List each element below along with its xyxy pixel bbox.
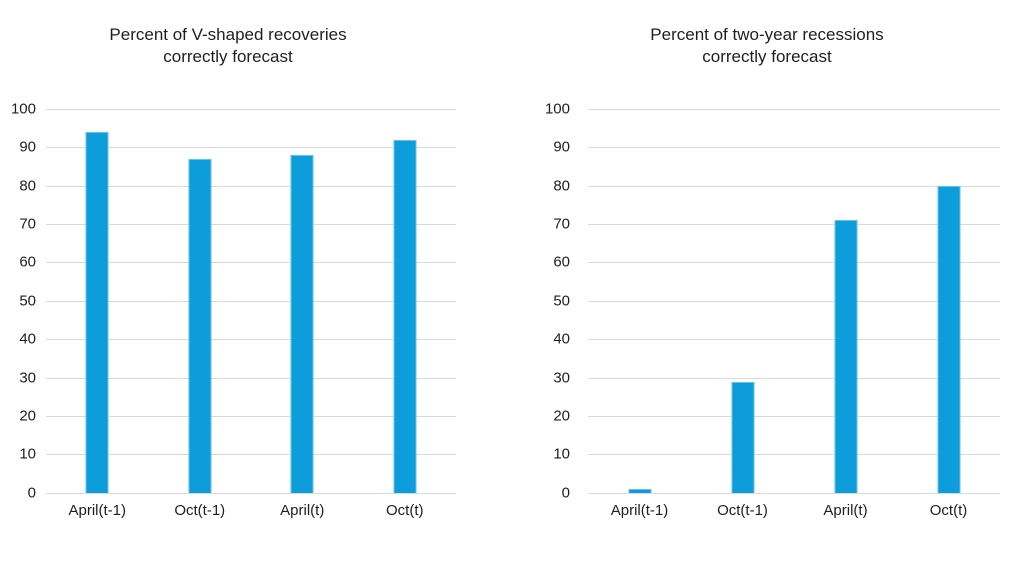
y-tick-label: 80	[553, 177, 570, 195]
y-tick-label: 10	[19, 445, 36, 463]
chart-title-left-line2: correctly forecast	[163, 47, 293, 67]
gridline	[46, 224, 456, 226]
gridline	[46, 377, 456, 379]
y-tick-label: 90	[19, 138, 36, 156]
y-tick-label: 20	[19, 407, 36, 425]
chart-title-left: Percent of V-shaped recoveries correctly …	[0, 24, 456, 69]
bar-Oct(t-1)	[731, 381, 754, 493]
x-tick-label: Oct(t-1)	[717, 501, 768, 519]
plot-area-left	[46, 108, 456, 494]
bar-April(t)	[834, 220, 857, 493]
chart-title-right-line1: Percent of two-year recessions	[650, 25, 884, 44]
gridline	[46, 300, 456, 302]
y-tick-label: 20	[553, 407, 570, 425]
bar-Oct(t-1)	[188, 158, 212, 493]
y-tick-label: 30	[19, 369, 36, 387]
y-tick-label: 60	[553, 253, 570, 271]
x-axis-left: April(t-1) Oct(t-1) April(t) Oct(t)	[46, 502, 456, 519]
y-tick-label: 80	[19, 177, 36, 195]
gridline	[588, 108, 1000, 110]
y-tick-label: 70	[553, 215, 570, 233]
x-tick-label: April(t-1)	[610, 501, 669, 519]
bar-April(t-1)	[628, 489, 651, 493]
chart-panel-left: Percent of V-shaped recoveries correctly …	[0, 24, 456, 519]
gridline	[588, 492, 1000, 494]
bar-Oct(t)	[937, 185, 960, 493]
y-tick-label: 70	[19, 215, 36, 233]
y-tick-label: 0	[27, 484, 36, 502]
y-tick-label: 30	[553, 369, 570, 387]
gridline	[588, 454, 1000, 456]
chart-body-left: 100 90 80 70 60 50 40 30 20 10 0 April(t-1) Oct(t-1…	[0, 100, 456, 519]
y-axis-left: 100 90 80 70 60 50 40 30 20 10 0	[0, 100, 36, 501]
gridline	[46, 454, 456, 456]
gridline	[588, 300, 1000, 302]
gridline	[588, 147, 1000, 149]
gridline	[46, 185, 456, 187]
y-tick-label: 90	[553, 138, 570, 156]
bar-April(t-1)	[85, 131, 109, 493]
gridline	[46, 108, 456, 110]
y-tick-label: 40	[553, 330, 570, 348]
chart-panel-right: Percent of two-year recessions correctly …	[514, 0, 1028, 563]
plot-column-right: April(t-1) Oct(t-1) April(t) Oct(t)	[588, 108, 1000, 519]
gridline	[588, 377, 1000, 379]
gridline	[46, 147, 456, 149]
x-axis-right: April(t-1) Oct(t-1) April(t) Oct(t)	[588, 502, 1000, 519]
x-tick-label: April(t-1)	[68, 501, 126, 519]
gridline	[588, 416, 1000, 418]
gridline	[588, 224, 1000, 226]
y-tick-label: 10	[553, 445, 570, 463]
chart-title-right-line2: correctly forecast	[702, 47, 832, 67]
x-tick-label: Oct(t)	[386, 501, 424, 519]
y-tick-label: 40	[19, 330, 36, 348]
y-tick-label: 60	[19, 253, 36, 271]
chart-title-right: Percent of two-year recessions correctly …	[534, 24, 1000, 69]
bar-April(t)	[290, 154, 314, 493]
gridline	[588, 185, 1000, 187]
x-tick-label: April(t)	[823, 501, 868, 519]
gridline	[46, 492, 456, 494]
y-tick-label: 50	[553, 292, 570, 310]
gridline	[588, 339, 1000, 341]
x-tick-label: Oct(t)	[929, 501, 968, 519]
plot-area-right	[588, 108, 1000, 494]
y-tick-label: 100	[10, 100, 36, 118]
gridline	[588, 262, 1000, 264]
chart-body-right: 100 90 80 70 60 50 40 30 20 10 0 April(t-1) Oct(t-1…	[534, 100, 1000, 519]
y-tick-label: 50	[19, 292, 36, 310]
chart-title-left-line1: Percent of V-shaped recoveries	[109, 25, 347, 44]
gridline	[46, 416, 456, 418]
y-tick-label: 0	[561, 484, 570, 502]
gridline	[46, 339, 456, 341]
bar-Oct(t)	[393, 139, 417, 493]
x-tick-label: Oct(t-1)	[174, 501, 226, 519]
x-tick-label: April(t)	[280, 501, 325, 519]
plot-column-left: April(t-1) Oct(t-1) April(t) Oct(t)	[46, 108, 456, 519]
y-tick-label: 100	[544, 100, 570, 118]
gridline	[46, 262, 456, 264]
y-axis-right: 100 90 80 70 60 50 40 30 20 10 0	[534, 100, 570, 501]
